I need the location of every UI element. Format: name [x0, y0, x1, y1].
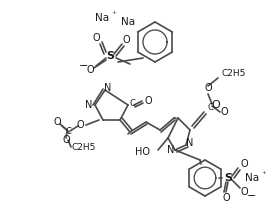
- Text: O: O: [53, 117, 61, 127]
- Text: O: O: [212, 100, 220, 110]
- Text: Na: Na: [245, 173, 259, 183]
- Text: O: O: [62, 135, 70, 145]
- Text: C2H5: C2H5: [72, 144, 96, 152]
- Text: N: N: [104, 83, 112, 93]
- Text: C2H5: C2H5: [222, 70, 246, 78]
- Text: S: S: [106, 51, 114, 61]
- Text: C: C: [65, 127, 71, 137]
- Text: O: O: [92, 33, 100, 43]
- Text: O: O: [222, 193, 230, 203]
- Text: O: O: [144, 96, 152, 106]
- Text: O: O: [76, 120, 84, 130]
- Text: S: S: [224, 173, 232, 183]
- Text: Na: Na: [95, 13, 109, 23]
- Text: N: N: [186, 138, 194, 148]
- Text: O: O: [240, 187, 248, 197]
- Text: O: O: [86, 65, 94, 75]
- Text: O: O: [240, 159, 248, 169]
- Text: ⁺: ⁺: [112, 10, 116, 18]
- Text: HO: HO: [135, 147, 150, 157]
- Text: N: N: [167, 145, 175, 155]
- Text: O: O: [204, 83, 212, 93]
- Text: Na: Na: [121, 17, 135, 27]
- Text: O: O: [220, 107, 228, 117]
- Text: −: −: [79, 61, 89, 71]
- Text: ⁺: ⁺: [262, 170, 266, 179]
- Text: O: O: [122, 35, 130, 45]
- Text: N: N: [85, 100, 93, 110]
- Text: C: C: [207, 103, 213, 113]
- Text: −: −: [247, 191, 257, 201]
- Text: C: C: [129, 99, 135, 107]
